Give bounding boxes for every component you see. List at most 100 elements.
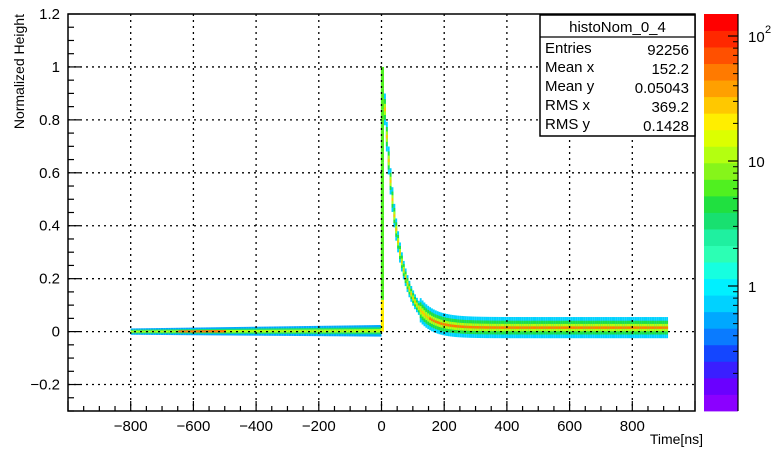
x-tick-label: 800 — [620, 418, 645, 435]
heatmap-cell — [336, 329, 339, 333]
heatmap-cell — [380, 215, 384, 226]
heatmap-cell — [508, 326, 511, 329]
heatmap-cell — [165, 330, 169, 333]
heatmap-cell — [231, 330, 234, 333]
palette-swatch — [704, 129, 738, 147]
heatmap-cell — [419, 308, 422, 312]
heatmap-cell — [168, 330, 171, 333]
heatmap-cell — [662, 326, 665, 329]
y-axis: −0.2 0 0.2 0.4 0.6 0.8 1 1.2 — [30, 6, 80, 412]
y-tick-label: 0.8 — [39, 112, 60, 129]
heatmap-cell — [346, 329, 349, 333]
heatmap-cell — [468, 325, 471, 329]
heatmap-cell — [504, 326, 507, 329]
heatmap-cell — [466, 325, 469, 329]
heatmap-cell — [457, 325, 460, 328]
heatmap-cell — [368, 329, 372, 333]
heatmap-cell — [651, 326, 653, 329]
heatmap-cell — [521, 326, 524, 329]
x-axis-title: Time[ns] — [650, 431, 703, 447]
x-tick-label: −400 — [239, 418, 273, 435]
heatmap-cell — [602, 326, 605, 329]
stats-box: histoNom_0_4 Entries 92256 Mean x 152.2 Mean … — [539, 14, 696, 137]
palette-swatch — [704, 179, 738, 197]
heatmap-cell — [543, 326, 546, 329]
heatmap-cell — [281, 329, 284, 333]
heatmap-cell — [220, 330, 224, 333]
heatmap-cell — [455, 324, 458, 328]
heatmap-cell — [562, 326, 565, 329]
heatmap-cell — [532, 326, 535, 329]
heatmap-cell — [564, 326, 567, 329]
heatmap-cell — [380, 193, 384, 205]
palette-swatch — [704, 80, 738, 98]
palette-tick-label: 1 — [748, 279, 756, 296]
heatmap-cell — [380, 278, 384, 290]
heatmap-cell — [380, 98, 384, 110]
heatmap-cell — [654, 326, 657, 329]
x-axis: −800 −600 −400 −200 0 200 400 600 800 — [67, 401, 696, 435]
heatmap-cell — [380, 77, 384, 89]
palette-swatch — [704, 96, 738, 114]
heatmap-cell — [358, 329, 362, 333]
heatmap-cell — [560, 326, 563, 329]
heatmap-cell — [291, 329, 294, 333]
palette-swatch — [704, 63, 738, 81]
heatmap-cell — [380, 257, 384, 269]
heatmap-cell — [311, 329, 314, 333]
heatmap-cell — [540, 326, 543, 329]
heatmap-cell — [246, 329, 249, 333]
heatmap-cell — [427, 316, 430, 319]
heatmap-cell — [395, 228, 398, 231]
palette-tick-label: 10 — [748, 29, 765, 46]
heatmap-cell — [208, 330, 211, 333]
palette-swatch — [704, 229, 738, 246]
heatmap-cell — [380, 130, 384, 142]
stats-row-label: Mean x — [545, 59, 595, 76]
heatmap-cell — [183, 330, 186, 333]
heatmap-cell — [632, 326, 635, 329]
heatmap-cell — [138, 330, 141, 333]
heatmap-cell — [173, 330, 176, 333]
heatmap-cell — [155, 330, 159, 333]
heatmap-cell — [404, 276, 407, 279]
palette-swatch — [704, 146, 738, 164]
heatmap-cell — [233, 330, 237, 333]
heatmap-cell — [542, 326, 544, 329]
heatmap-cell — [643, 326, 646, 329]
heatmap-cell — [399, 251, 401, 254]
heatmap-cell — [273, 329, 277, 333]
heatmap-cell — [589, 326, 591, 329]
heatmap-cell — [378, 329, 382, 333]
heatmap-cell — [380, 236, 384, 247]
heatmap-cell — [380, 246, 384, 258]
heatmap-cell — [380, 151, 384, 163]
heatmap-cell — [130, 330, 134, 333]
x-tick-label: −800 — [114, 418, 148, 435]
heatmap-cell — [170, 330, 174, 333]
heatmap-cell — [637, 326, 640, 329]
heatmap-cell — [538, 326, 541, 329]
heatmap-cell — [566, 326, 569, 329]
heatmap-cell — [549, 326, 552, 329]
heatmap-cell — [502, 326, 505, 329]
heatmap-cell — [526, 326, 529, 329]
y-tick-label: 0.6 — [39, 165, 60, 182]
heatmap-cell — [592, 326, 595, 329]
heatmap-cell — [577, 326, 580, 329]
y-tick-label: 0 — [52, 324, 60, 341]
heatmap-cell — [634, 326, 637, 329]
y-tick-label: −0.2 — [30, 377, 60, 394]
heatmap-cell — [348, 329, 352, 333]
heatmap-cell — [387, 158, 390, 163]
x-tick-label: −200 — [302, 418, 336, 435]
heatmap-cell — [410, 292, 413, 295]
heatmap-cell — [487, 326, 490, 329]
heatmap-cell — [461, 325, 464, 328]
palette-swatch — [704, 30, 738, 48]
heatmap-cell — [380, 109, 384, 120]
palette-swatch — [704, 195, 738, 213]
heatmap-cell — [472, 325, 475, 329]
heatmap-cell — [380, 162, 384, 173]
heatmap-cell — [446, 323, 448, 327]
